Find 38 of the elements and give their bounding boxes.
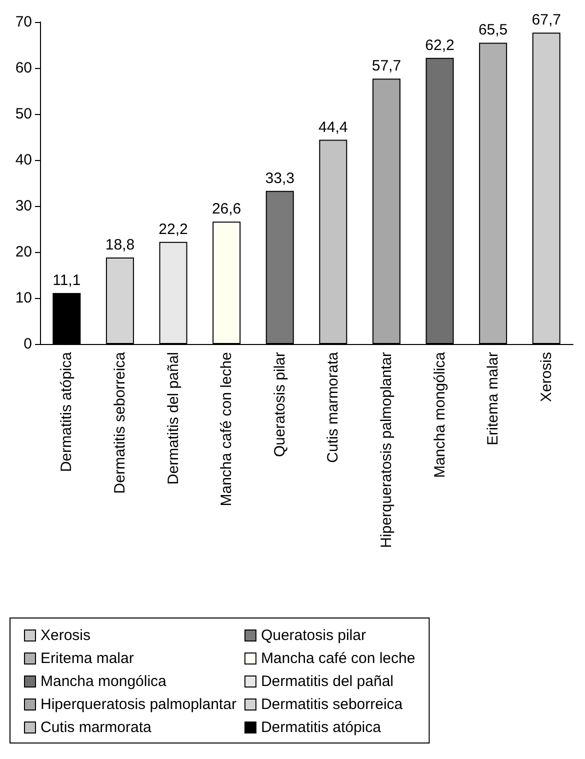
x-tick-label: Queratosis pilar	[271, 352, 288, 458]
data-label: 57,7	[372, 58, 402, 75]
data-label: 33,3	[265, 170, 294, 187]
legend-label: Mancha café con leche	[260, 650, 416, 667]
x-tick-label: Cutis marmorata	[324, 351, 342, 463]
y-tick-label: 60	[15, 60, 32, 76]
y-tick-label: 50	[15, 106, 32, 122]
x-tick-label: Xerosis	[538, 352, 555, 402]
legend-label: Queratosis pilar	[260, 627, 366, 644]
x-tick-label: Eritema malar	[484, 352, 502, 446]
x-tick-label: Dermatitis seborreica	[111, 351, 128, 494]
x-tick-label: Mancha mongólica	[431, 351, 448, 478]
data-label: 67,7	[532, 12, 561, 29]
legend-label: Dermatitis atópica	[260, 719, 382, 736]
legend-label: Xerosis	[40, 627, 91, 644]
x-tick-label: Hiperqueratosis palmoplantar	[378, 352, 395, 548]
legend-label: Hiperqueratosis palmoplantar	[40, 696, 236, 713]
legend-label: Dermatitis seborreica	[260, 696, 404, 713]
x-tick-label: Mancha café con leche	[218, 352, 236, 506]
y-tick-label: 40	[15, 152, 32, 168]
legend-label: Dermatitis del pañal	[260, 673, 394, 690]
legend-label: Eritema malar	[40, 650, 134, 667]
data-label: 22,2	[158, 220, 188, 238]
data-label: 65,5	[478, 22, 508, 39]
data-label: 26,6	[212, 200, 242, 218]
y-tick-label: 10	[15, 290, 32, 306]
x-tick-label: Dermatitis atópica	[58, 351, 76, 472]
x-tick-label: Dermatitis del pañal	[164, 352, 182, 485]
legend-label: Mancha mongólica	[40, 673, 168, 690]
y-tick-label: 70	[15, 14, 32, 30]
y-tick-label: 0	[24, 336, 32, 352]
y-tick-label: 30	[15, 198, 32, 214]
data-label: 62,2	[425, 36, 454, 54]
data-label: 44,4	[318, 118, 348, 136]
data-label: 11,1	[52, 272, 81, 289]
legend-label: Cutis marmorata	[40, 719, 152, 736]
data-label: 18,8	[105, 236, 135, 254]
y-tick-label: 20	[15, 244, 32, 260]
